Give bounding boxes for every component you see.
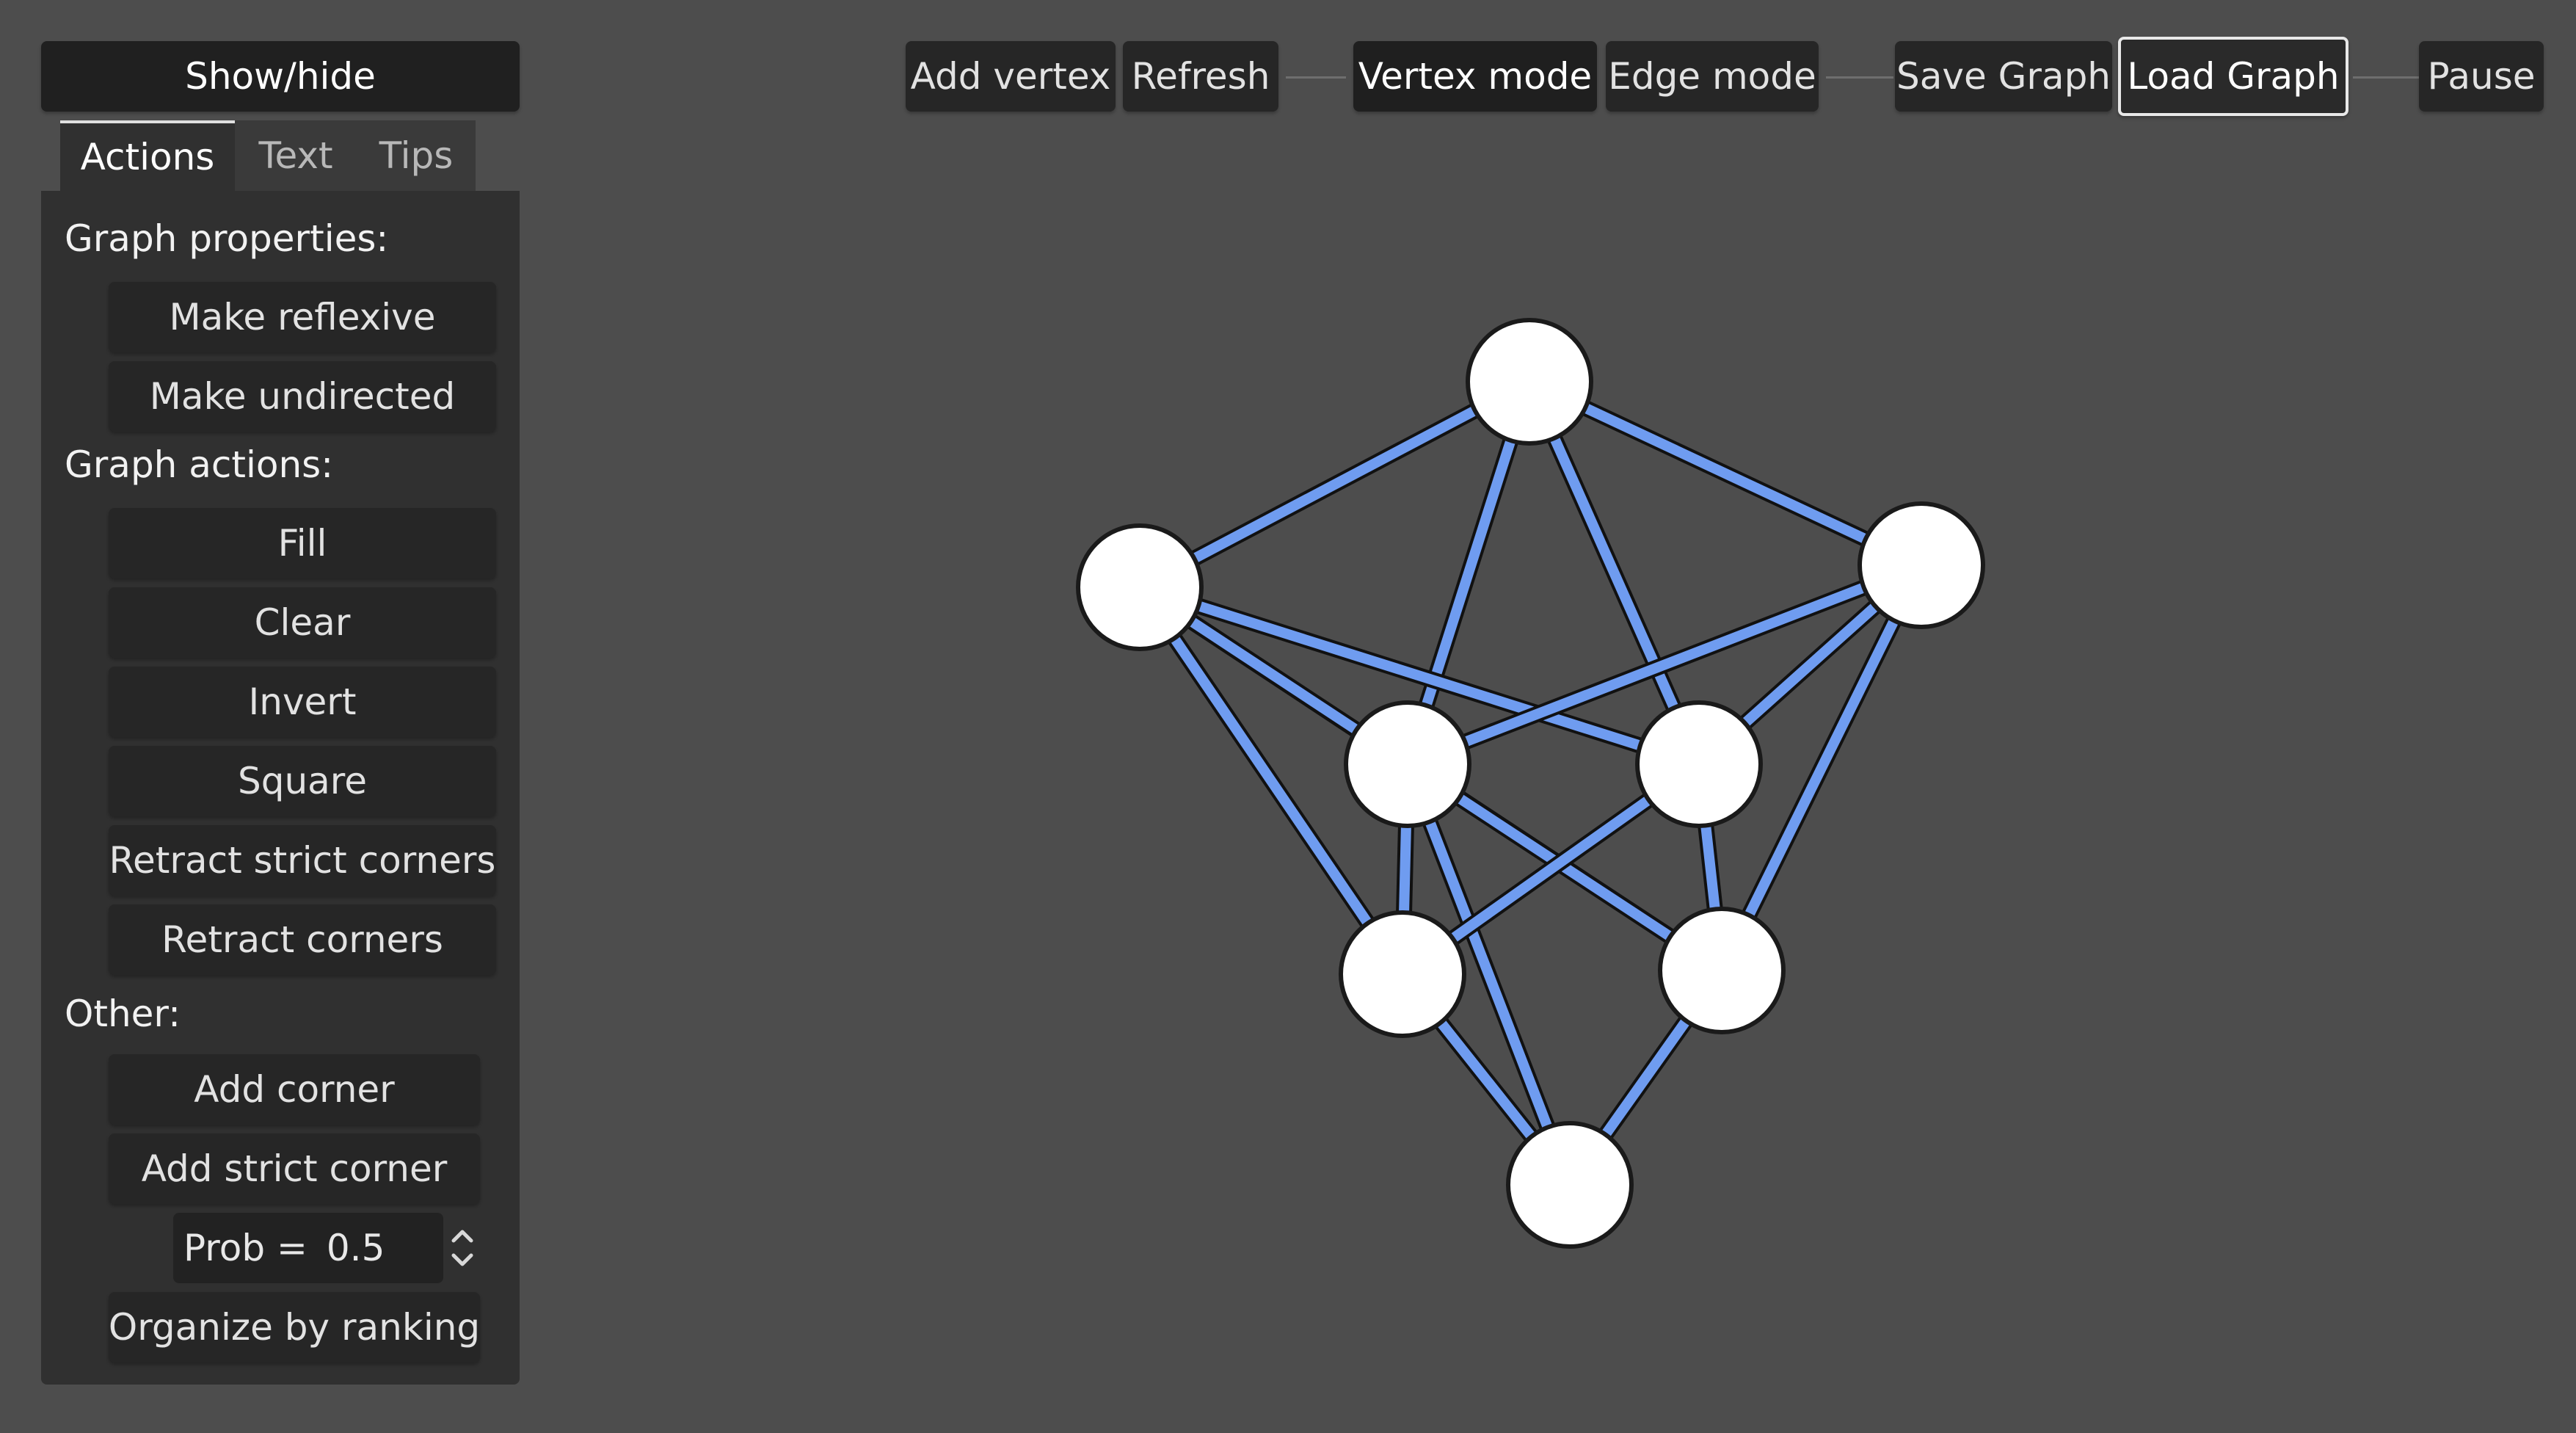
graph-edge[interactable] [1132,582,1410,979]
graph-properties-label: Graph properties: [65,217,389,260]
spin-arrows-icon[interactable] [449,1225,476,1271]
save-graph-button[interactable]: Save Graph [1895,41,2112,112]
make-reflexive-button[interactable]: Make reflexive [109,282,496,352]
other-label: Other: [65,993,181,1035]
vertex-mode-button[interactable]: Vertex mode [1353,41,1597,112]
graph-actions-label: Graph actions: [65,443,334,486]
load-graph-button[interactable]: Load Graph [2118,37,2348,116]
graph-edge[interactable] [1400,761,1578,1188]
tab-actions[interactable]: Actions [60,120,235,191]
retract-strict-corners-button[interactable]: Retract strict corners [109,825,496,896]
add-vertex-button[interactable]: Add vertex [906,41,1116,112]
organize-by-ranking-button[interactable]: Organize by ranking [109,1292,480,1363]
graph-edge[interactable] [1526,374,1925,573]
graph-vertex[interactable] [1344,700,1471,828]
add-corner-button[interactable]: Add corner [109,1054,480,1125]
toolbar-separator [2353,76,2419,79]
graph-vertex[interactable] [1658,907,1786,1034]
graph-vertex[interactable] [1858,501,1985,629]
graph-vertex[interactable] [1339,910,1466,1038]
edge-mode-button[interactable]: Edge mode [1606,41,1819,112]
refresh-button[interactable]: Refresh [1123,41,1278,112]
show-hide-button[interactable]: Show/hide [41,41,520,112]
toolbar-separator [1826,76,1893,79]
graph-edge[interactable] [1400,379,1538,767]
toolbar-separator [1286,76,1346,79]
tab-text[interactable]: Text [235,120,357,191]
clear-button[interactable]: Clear [109,587,496,658]
graph-vertex[interactable] [1506,1121,1634,1249]
prob-value[interactable]: 0.5 [326,1227,385,1269]
prob-label: Prob = [183,1227,308,1269]
make-undirected-button[interactable]: Make undirected [109,361,496,432]
graph-edge[interactable] [1137,579,1702,772]
graph-vertex[interactable] [1635,700,1763,828]
pause-button[interactable]: Pause [2419,41,2544,112]
square-button[interactable]: Square [109,746,496,816]
retract-corners-button[interactable]: Retract corners [109,904,496,975]
invert-button[interactable]: Invert [109,667,496,737]
graph-vertex[interactable] [1076,523,1204,651]
fill-button[interactable]: Fill [109,508,496,578]
graph-edge[interactable] [1521,378,1707,768]
prob-spinbox[interactable]: Prob = 0.5 [173,1213,443,1283]
tab-tips[interactable]: Tips [357,120,476,191]
graph-edge[interactable] [1714,562,1929,974]
add-strict-corner-button[interactable]: Add strict corner [109,1133,480,1204]
graph-edge[interactable] [1405,557,1924,772]
graph-vertex[interactable] [1466,318,1593,446]
graph-edge[interactable] [1135,374,1534,595]
